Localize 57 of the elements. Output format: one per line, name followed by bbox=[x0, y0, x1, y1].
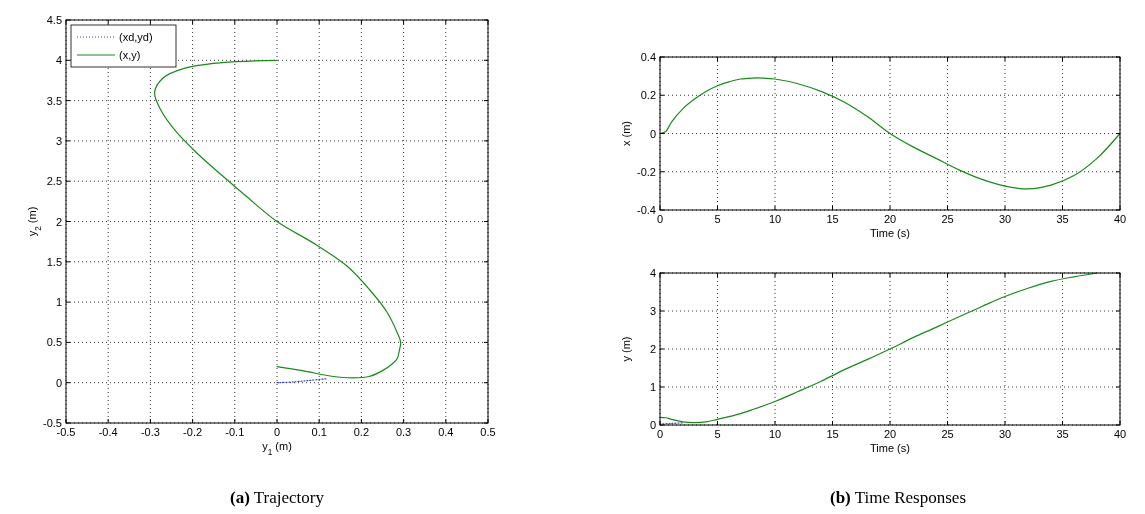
y-tick-label: 3 bbox=[649, 305, 656, 317]
y-tick-label: 4.5 bbox=[46, 14, 62, 26]
x-tick-label: 35 bbox=[1056, 428, 1069, 440]
x-tick-label: 40 bbox=[1113, 213, 1127, 225]
x-tick-label: 40 bbox=[1113, 428, 1127, 440]
x-tick-label: 5 bbox=[714, 428, 721, 440]
y-tick-label: 0 bbox=[649, 127, 656, 140]
y-tick-label: 2 bbox=[649, 343, 656, 355]
line-series bbox=[659, 77, 1121, 190]
x-tick-label: 25 bbox=[941, 213, 954, 225]
x-tick-label: 30 bbox=[998, 213, 1012, 225]
x-tick-label: 0.5 bbox=[480, 426, 496, 438]
text: (a) Trajectory bbox=[230, 488, 325, 507]
y-tick-label: 0.5 bbox=[46, 336, 62, 349]
x-axis-title: Time (s) bbox=[870, 442, 910, 454]
x-axis-title: y$_{1}$ (m) bbox=[262, 440, 292, 457]
x-tick-label: 15 bbox=[826, 213, 839, 225]
y-tick-label: 2 bbox=[55, 215, 62, 228]
y-tick-label: -0.2 bbox=[637, 165, 656, 178]
x-tick-label: -0.2 bbox=[183, 426, 203, 438]
x-tick-label: 0.4 bbox=[438, 426, 454, 438]
y-tick-label: 3.5 bbox=[46, 94, 62, 107]
text: (b) Time Responses bbox=[829, 488, 967, 507]
x-tick-label: 25 bbox=[941, 428, 954, 440]
y-axis-title: x (m) bbox=[620, 120, 632, 147]
x-tick-label: 5 bbox=[714, 213, 721, 225]
x-tick-label: 0 bbox=[273, 426, 281, 438]
x-tick-label: 0.1 bbox=[311, 426, 327, 438]
line-series bbox=[154, 59, 402, 379]
legend-label: (x,y) bbox=[119, 49, 141, 61]
x-axis-title: Time (s) bbox=[870, 227, 910, 239]
x-tick-label: 30 bbox=[998, 428, 1012, 440]
y-tick-label: -0.5 bbox=[43, 417, 62, 429]
y-tick-label: 0.4 bbox=[640, 51, 656, 63]
y-tick-label: 1 bbox=[649, 381, 656, 393]
y-tick-label: 0.2 bbox=[640, 89, 656, 102]
y-tick-label: 0 bbox=[55, 376, 62, 389]
y-axis-title: y (m) bbox=[620, 336, 632, 362]
x-tick-label: 10 bbox=[768, 428, 782, 440]
x-tick-label: -0.3 bbox=[140, 426, 160, 438]
x-tick-label: 10 bbox=[768, 213, 782, 225]
x-tick-label: 0.2 bbox=[353, 426, 370, 438]
x-tick-label: -0.1 bbox=[225, 426, 245, 438]
x-tick-label: 15 bbox=[826, 428, 839, 440]
x-tick-label: 20 bbox=[883, 213, 897, 225]
legend-label: (xd,yd) bbox=[119, 31, 153, 43]
y-tick-label: 3 bbox=[55, 134, 62, 147]
y-tick-label: 1.5 bbox=[46, 255, 62, 268]
x-tick-label: 0.3 bbox=[395, 426, 412, 438]
x-tick-label: 20 bbox=[883, 428, 897, 440]
x-tick-label: 35 bbox=[1056, 213, 1069, 225]
y-tick-label: 1 bbox=[55, 296, 62, 309]
y-tick-label: 4 bbox=[649, 267, 656, 279]
y-tick-label: 4 bbox=[55, 54, 62, 67]
y-tick-label: -0.4 bbox=[637, 204, 656, 216]
y-tick-label: 2.5 bbox=[46, 175, 62, 188]
x-tick-label: -0.4 bbox=[98, 426, 118, 438]
